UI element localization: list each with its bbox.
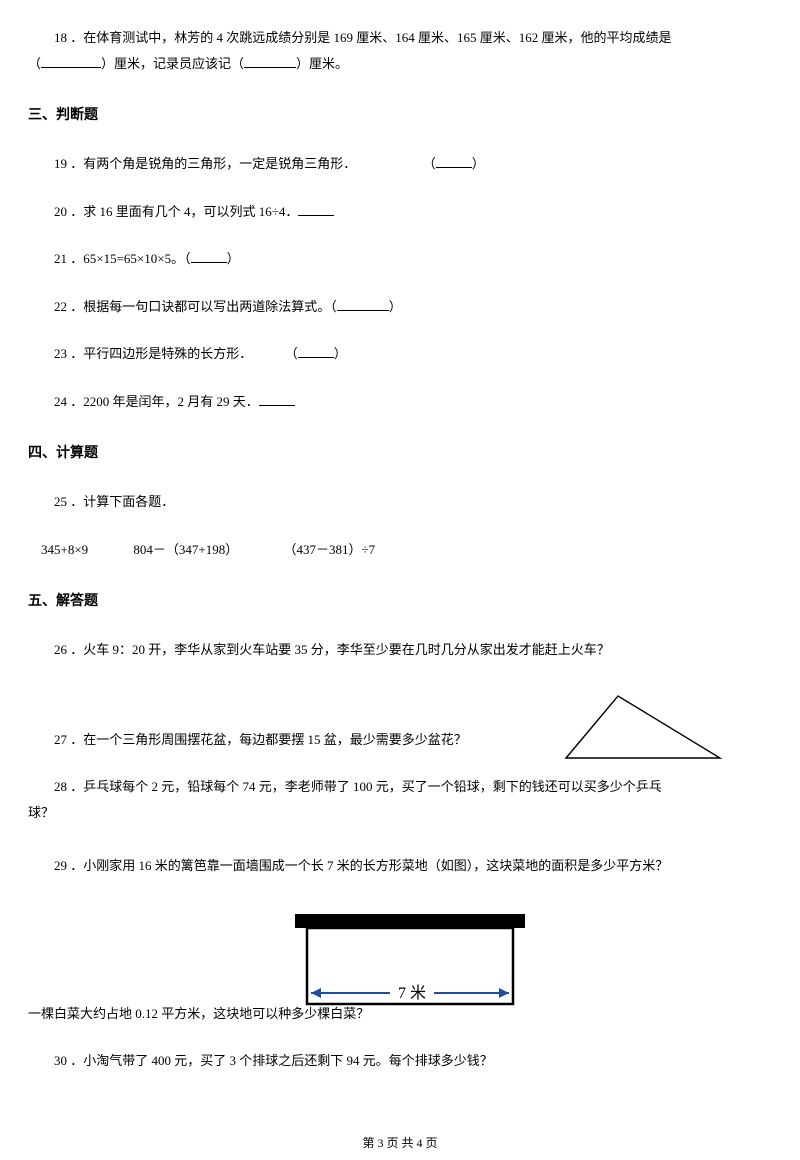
section-4-title: 四、计算题 bbox=[28, 443, 772, 464]
q27-text: ．在一个三角形周围摆花盆，每边都要摆 15 盆，最少需要多少盆花？ bbox=[70, 732, 467, 747]
question-25: 25 ．计算下面各题． bbox=[28, 492, 772, 512]
q27-num: 27 bbox=[54, 732, 67, 747]
q21-num: 21 bbox=[54, 251, 67, 266]
question-18-line2: （ ）厘米，记录员应该记（ ）厘米。 bbox=[28, 54, 772, 74]
q22-num: 22 bbox=[54, 299, 67, 314]
question-22: 22 ．根据每一句口诀都可以写出两道除法算式。（ ） bbox=[28, 297, 772, 317]
calc-b: 804－（347+198） bbox=[133, 540, 238, 560]
blank bbox=[298, 203, 334, 216]
question-19: 19 ．有两个角是锐角的三角形，一定是锐角三角形． （ ） bbox=[28, 154, 772, 174]
q28-text-b: 球？ bbox=[28, 805, 54, 820]
q25-num: 25 bbox=[54, 494, 67, 509]
q19-text: ．有两个角是锐角的三角形，一定是锐角三角形． bbox=[70, 156, 356, 171]
q26-num: 26 bbox=[54, 642, 67, 657]
section-3-title: 三、判断题 bbox=[28, 105, 772, 126]
q18-text-c: ）厘米，记录员应该记（ bbox=[101, 56, 244, 71]
blank bbox=[337, 298, 389, 311]
blank bbox=[41, 55, 101, 68]
q23-num: 23 bbox=[54, 346, 67, 361]
blank bbox=[436, 155, 472, 168]
question-28-line2: 球？ bbox=[28, 803, 772, 823]
q22-tail: ） bbox=[389, 299, 402, 314]
q19-paren-open: （ bbox=[423, 156, 436, 171]
q23-text: ．平行四边形是特殊的长方形． bbox=[70, 346, 252, 361]
q19-paren-close: ） bbox=[472, 156, 485, 171]
rectangle-diagram: 7 米 bbox=[295, 914, 525, 1024]
q18-num: 18 bbox=[54, 30, 67, 45]
q30-text: ．小淘气带了 400 元，买了 3 个排球之后还剩下 94 元。每个排球多少钱？ bbox=[70, 1053, 493, 1068]
q24-text: ．2200 年是闰年，2 月有 29 天． bbox=[70, 394, 259, 409]
question-30: 30 ．小淘气带了 400 元，买了 3 个排球之后还剩下 94 元。每个排球多… bbox=[28, 1051, 772, 1071]
q29-text: ．小刚家用 16 米的篱笆靠一面墙围成一个长 7 米的长方形菜地（如图），这块菜… bbox=[70, 858, 668, 873]
q24-num: 24 bbox=[54, 394, 67, 409]
blank bbox=[191, 250, 227, 263]
blank bbox=[298, 345, 334, 358]
question-28: 28 ．乒乓球每个 2 元，铅球每个 74 元，李老师带了 100 元，买了一个… bbox=[28, 777, 772, 797]
q18-paren-open: （ bbox=[28, 56, 41, 71]
q19-num: 19 bbox=[54, 156, 67, 171]
q23-paren-open: （ bbox=[285, 346, 298, 361]
calc-a: 345+8×9 bbox=[41, 540, 88, 560]
triangle-icon bbox=[558, 690, 728, 762]
q26-text: ．火车 9：20 开，李华从家到火车站要 35 分，李华至少要在几时几分从家出发… bbox=[70, 642, 610, 657]
section-5-title: 五、解答题 bbox=[28, 591, 772, 612]
q18-text-a: ．在体育测试中，林芳的 4 次跳远成绩分别是 169 厘米、164 厘米、165… bbox=[70, 30, 671, 45]
question-29: 29 ．小刚家用 16 米的篱笆靠一面墙围成一个长 7 米的长方形菜地（如图），… bbox=[28, 856, 772, 876]
q22-text: ．根据每一句口诀都可以写出两道除法算式。（ bbox=[70, 299, 337, 314]
q28-text-a: ．乒乓球每个 2 元，铅球每个 74 元，李老师带了 100 元，买了一个铅球，… bbox=[70, 779, 662, 794]
question-20: 20 ．求 16 里面有几个 4，可以列式 16÷4． bbox=[28, 202, 772, 222]
page-footer: 第 3 页 共 4 页 bbox=[0, 1134, 800, 1152]
q18-text-d: ）厘米。 bbox=[296, 56, 348, 71]
question-18: 18 ．在体育测试中，林芳的 4 次跳远成绩分别是 169 厘米、164 厘米、… bbox=[28, 28, 772, 48]
q21-text: ．65×15=65×10×5。（ bbox=[70, 251, 190, 266]
q25-text: ．计算下面各题． bbox=[70, 494, 174, 509]
q20-text: ．求 16 里面有几个 4，可以列式 16÷4． bbox=[70, 204, 298, 219]
question-24: 24 ．2200 年是闰年，2 月有 29 天． bbox=[28, 392, 772, 412]
q28-num: 28 bbox=[54, 779, 67, 794]
q29-num: 29 bbox=[54, 858, 67, 873]
q20-num: 20 bbox=[54, 204, 67, 219]
question-23: 23 ．平行四边形是特殊的长方形． （ ） bbox=[28, 344, 772, 364]
diagram-label: 7 米 bbox=[398, 984, 426, 1002]
calc-row: 345+8×9 804－（347+198） （437－381）÷7 bbox=[28, 540, 772, 560]
q23-paren-close: ） bbox=[334, 346, 347, 361]
q21-tail: ） bbox=[227, 251, 240, 266]
blank bbox=[259, 393, 295, 406]
question-26: 26 ．火车 9：20 开，李华从家到火车站要 35 分，李华至少要在几时几分从… bbox=[28, 640, 772, 660]
question-21: 21 ．65×15=65×10×5。（ ） bbox=[28, 249, 772, 269]
q30-num: 30 bbox=[54, 1053, 67, 1068]
calc-c: （437－381）÷7 bbox=[284, 540, 376, 560]
blank bbox=[244, 55, 296, 68]
